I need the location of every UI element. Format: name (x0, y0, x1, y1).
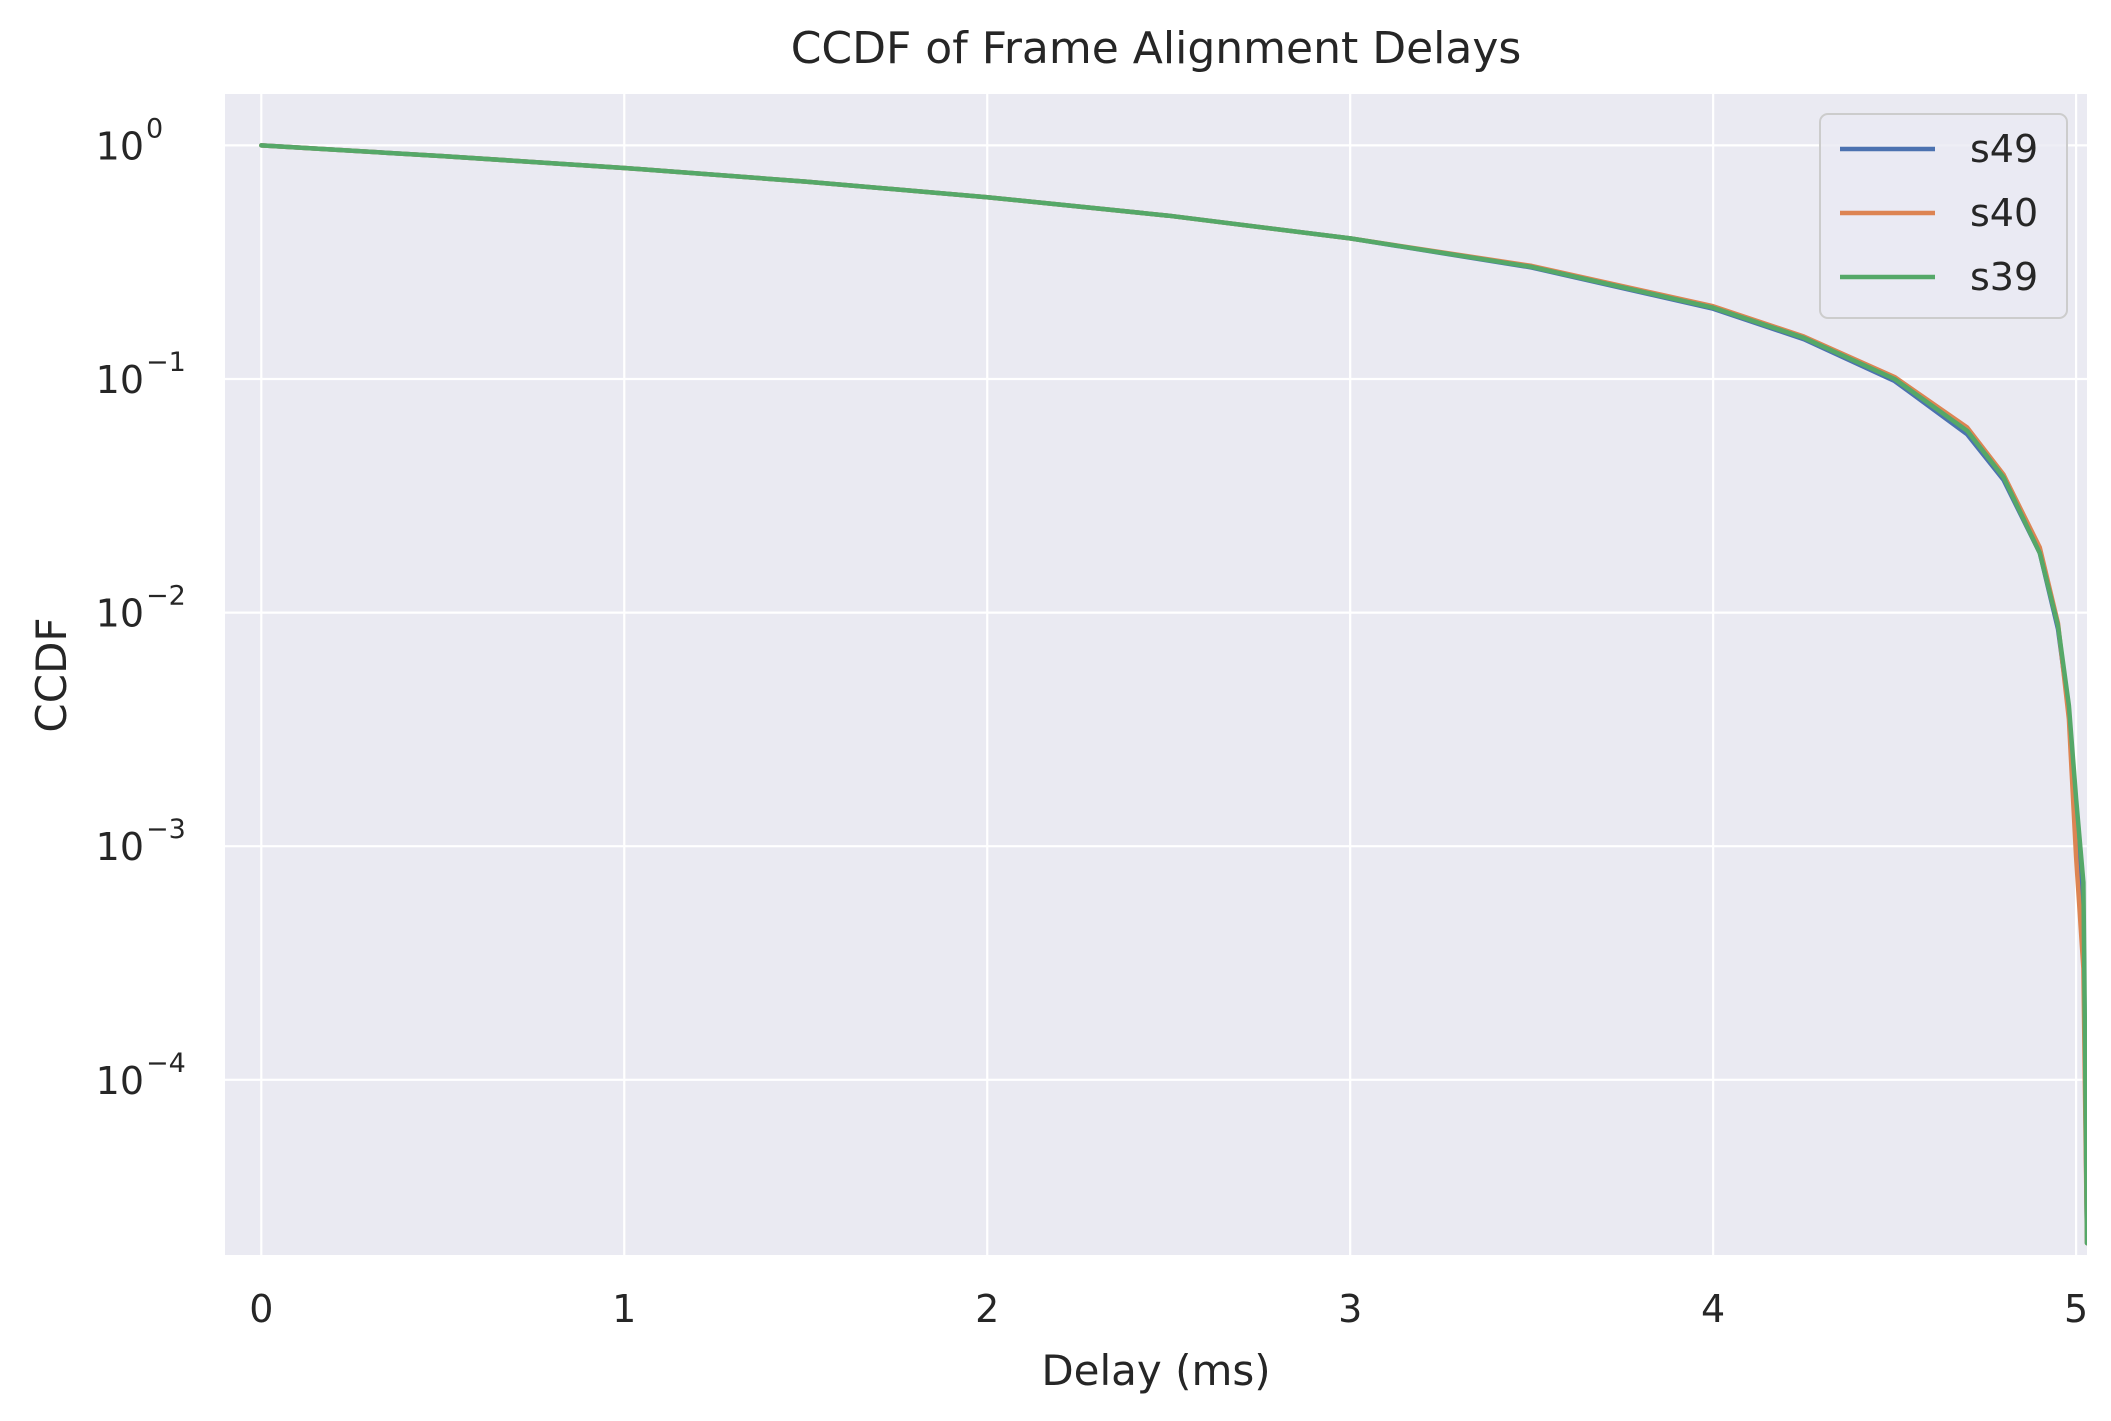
legend-label-s39: s39 (1970, 255, 2038, 299)
legend-label-s49: s49 (1970, 127, 2038, 171)
y-tick-exponent: −2 (146, 581, 186, 612)
y-tick-label: 10 −4 (96, 1048, 186, 1103)
series-layer (259, 143, 2087, 1246)
legend-label-s40: s40 (1970, 191, 2038, 235)
x-tick-label: 4 (1701, 1287, 1725, 1331)
y-axis-label: CCDF (27, 617, 76, 732)
y-tick-base: 10 (96, 358, 144, 402)
y-tick-base: 10 (96, 825, 144, 869)
grid-lines (225, 94, 2087, 1255)
x-axis-label: Delay (ms) (1041, 1346, 1270, 1395)
legend-box (1819, 113, 2068, 319)
plot-area (225, 94, 2087, 1255)
y-tick-label: 10 −3 (96, 814, 186, 869)
y-tick-exponent: 0 (146, 113, 163, 144)
y-tick-exponent: −1 (146, 347, 186, 378)
x-tick-label: 5 (2064, 1287, 2088, 1331)
y-tick-label: 10 0 (96, 113, 164, 168)
y-tick-base: 10 (96, 592, 144, 636)
legend: s49 s40 s39 (1819, 113, 2068, 319)
series-line-s39 (259, 143, 2087, 1246)
x-tick-label: 3 (1338, 1287, 1362, 1331)
y-tick-label: 10 −2 (96, 581, 186, 636)
x-tick-label: 2 (975, 1287, 999, 1331)
chart-title: CCDF of Frame Alignment Delays (791, 23, 1522, 74)
y-tick-label: 10 −1 (96, 347, 186, 402)
y-tick-base: 10 (96, 1059, 144, 1103)
y-tick-exponent: −4 (146, 1048, 186, 1079)
x-tick-label: 0 (249, 1287, 273, 1331)
x-tick-labels: 0 1 2 3 4 5 (249, 1287, 2088, 1331)
y-tick-exponent: −3 (146, 814, 186, 845)
x-tick-label: 1 (612, 1287, 636, 1331)
y-tick-base: 10 (96, 124, 144, 168)
